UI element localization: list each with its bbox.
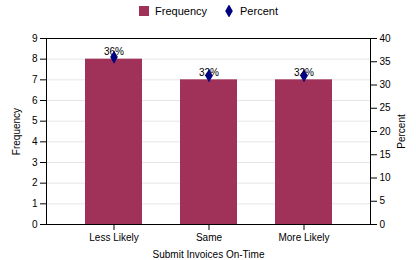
- svg-text:35: 35: [380, 56, 392, 67]
- svg-text:0: 0: [32, 219, 38, 230]
- svg-text:6: 6: [32, 95, 38, 106]
- svg-text:5: 5: [32, 115, 38, 126]
- svg-text:40: 40: [380, 33, 392, 44]
- svg-text:30: 30: [380, 79, 392, 90]
- svg-text:3: 3: [32, 157, 38, 168]
- svg-text:1: 1: [32, 198, 38, 209]
- svg-text:32%: 32%: [294, 67, 314, 78]
- svg-text:8: 8: [32, 53, 38, 64]
- svg-text:2: 2: [32, 177, 38, 188]
- svg-text:0: 0: [380, 219, 386, 230]
- svg-text:20: 20: [380, 126, 392, 137]
- svg-text:4: 4: [32, 136, 38, 147]
- svg-text:Percent: Percent: [396, 114, 407, 149]
- svg-text:Same: Same: [196, 232, 223, 243]
- svg-text:15: 15: [380, 149, 392, 160]
- svg-text:36%: 36%: [104, 46, 124, 57]
- svg-text:Less Likely: Less Likely: [89, 232, 138, 243]
- svg-text:7: 7: [32, 74, 38, 85]
- svg-text:10: 10: [380, 172, 392, 183]
- svg-text:More Likely: More Likely: [278, 232, 329, 243]
- html-text:Frequency: Frequency: [155, 5, 207, 17]
- html-text:Percent: Percent: [240, 5, 278, 17]
- svg-text:Frequency: Frequency: [11, 108, 22, 155]
- svg-text:5: 5: [380, 195, 386, 206]
- svg-text:Submit Invoices On-Time: Submit Invoices On-Time: [153, 249, 265, 260]
- svg-text:32%: 32%: [199, 67, 219, 78]
- svg-text:25: 25: [380, 102, 392, 113]
- svg-text:9: 9: [32, 33, 38, 44]
